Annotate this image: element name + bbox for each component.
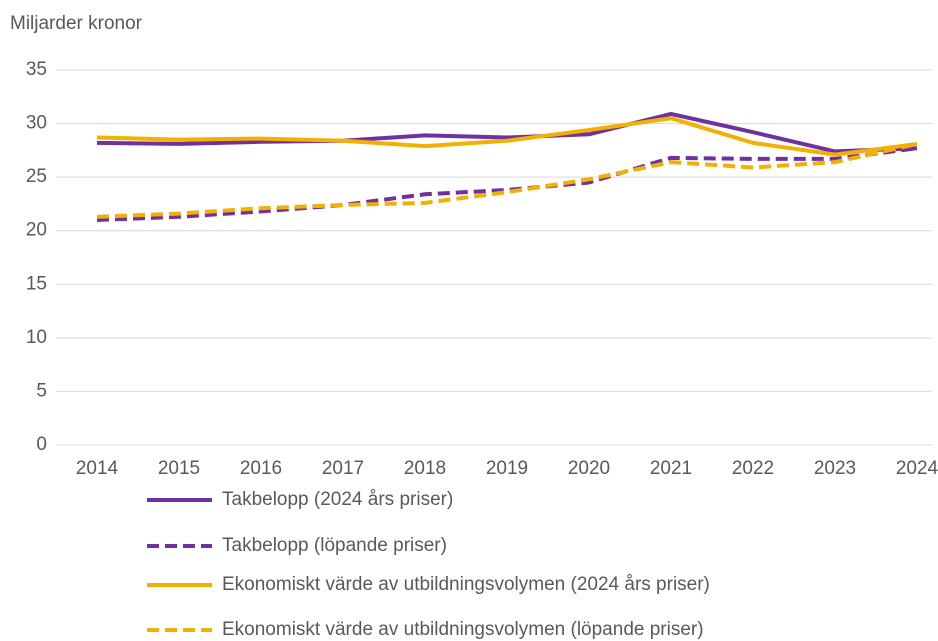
x-tick-label: 2021	[650, 458, 692, 479]
x-tick-label: 2020	[568, 458, 610, 479]
y-tick-label: 20	[26, 220, 47, 241]
series-line	[96, 146, 918, 222]
x-tick-label: 2023	[814, 458, 856, 479]
series-line	[96, 116, 918, 157]
series-line	[96, 141, 918, 219]
y-tick-label: 10	[26, 327, 47, 348]
legend-label: Ekonomiskt värde av utbildningsvolymen (…	[222, 619, 704, 640]
y-axis-label: Miljarder kronor	[10, 13, 143, 34]
x-tick-label: 2024	[896, 458, 938, 479]
x-tick-label: 2018	[404, 458, 446, 479]
x-tick-label: 2022	[732, 458, 774, 479]
y-tick-label: 15	[26, 273, 47, 294]
y-tick-label: 0	[36, 434, 47, 455]
y-tick-label: 30	[26, 113, 47, 134]
x-tick-label: 2017	[322, 458, 364, 479]
x-tick-label: 2019	[486, 458, 528, 479]
x-tick-label: 2016	[240, 458, 282, 479]
y-tick-label: 5	[36, 380, 47, 401]
y-tick-label: 35	[26, 59, 47, 80]
legend-label: Takbelopp (löpande priser)	[222, 535, 447, 556]
x-tick-label: 2015	[158, 458, 200, 479]
y-tick-label: 25	[26, 166, 47, 187]
legend-label: Takbelopp (2024 års priser)	[222, 489, 453, 510]
series-line	[96, 111, 918, 154]
x-tick-label: 2014	[76, 458, 119, 479]
legend-label: Ekonomiskt värde av utbildningsvolymen (…	[222, 574, 710, 595]
